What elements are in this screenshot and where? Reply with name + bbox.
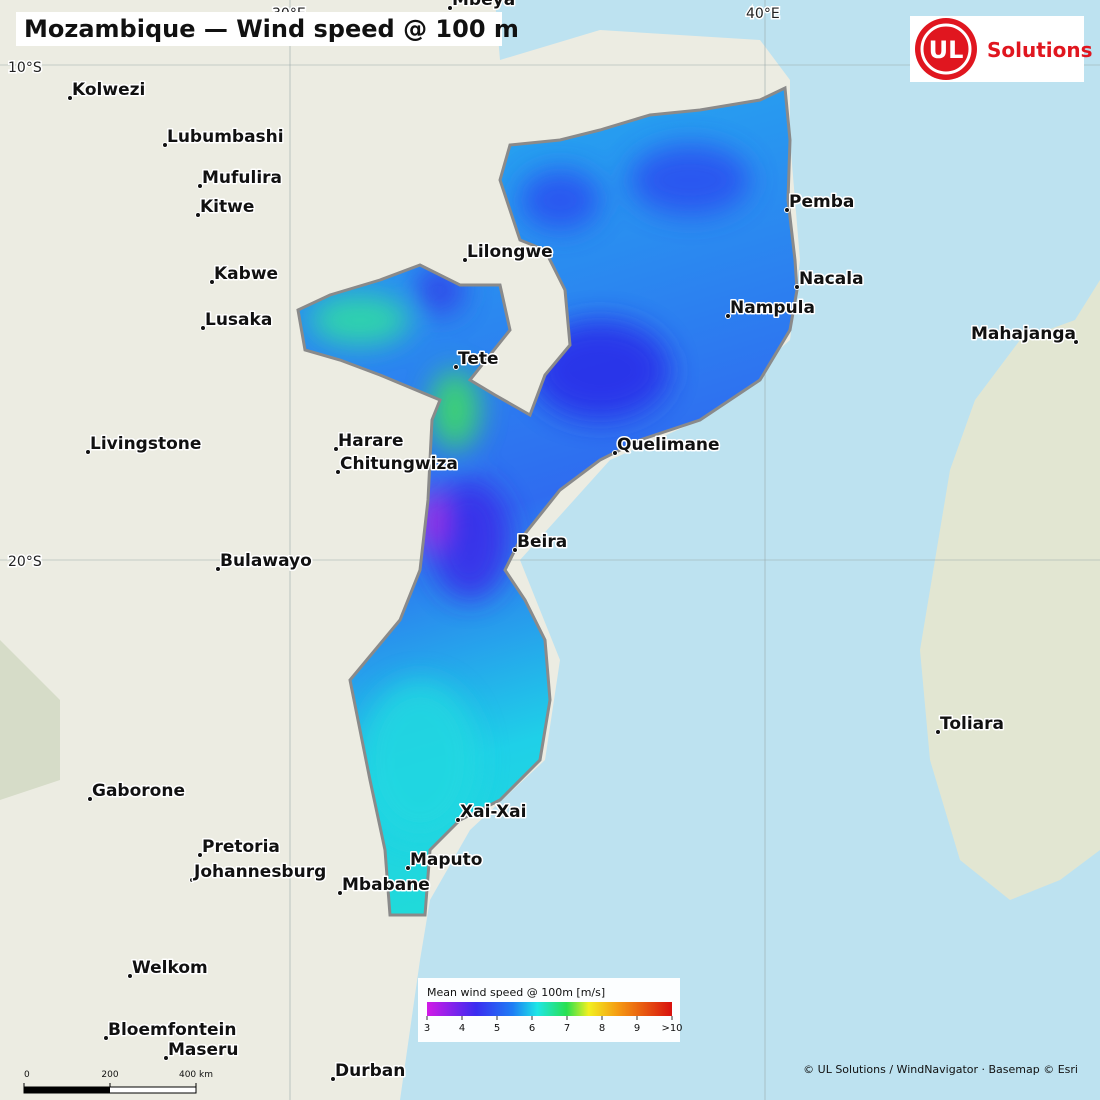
colorbar — [427, 1002, 672, 1016]
city-dot — [453, 364, 459, 370]
city-dot — [612, 450, 618, 456]
city-dot — [784, 207, 790, 213]
city-dot — [209, 279, 215, 285]
city-dot — [87, 796, 93, 802]
city-dot — [512, 547, 518, 553]
city-label: Tete — [458, 349, 499, 369]
city-dot — [935, 729, 941, 735]
legend-tick-label: >10 — [661, 1023, 682, 1034]
city-dot — [794, 284, 800, 290]
logo-mark: UL — [929, 36, 964, 64]
lat-label: 10°S — [8, 60, 42, 76]
city-dot — [197, 183, 203, 189]
city-dot — [725, 313, 731, 319]
city-label: Nampula — [730, 298, 815, 318]
city-dot — [462, 257, 468, 263]
city-dot — [455, 817, 461, 823]
city-label: Kabwe — [214, 264, 278, 284]
city-label: Maputo — [410, 850, 482, 870]
attribution: © UL Solutions / WindNavigator · Basemap… — [803, 1063, 1078, 1076]
city-label: Welkom — [132, 958, 208, 978]
city-label: Mufulira — [202, 168, 282, 188]
city-label: Bloemfontein — [108, 1020, 236, 1040]
city-label: Xai-Xai — [460, 802, 526, 822]
legend-tick-label: 4 — [459, 1023, 465, 1034]
city-dot — [103, 1035, 109, 1041]
ocean — [400, 0, 1100, 1100]
city-label: Quelimane — [617, 435, 720, 455]
legend-title: Mean wind speed @ 100m [m/s] — [427, 986, 605, 999]
legend-tick-label: 3 — [424, 1023, 430, 1034]
city-dot — [85, 449, 91, 455]
city-dot — [405, 865, 411, 871]
city-label: Bulawayo — [220, 551, 312, 571]
logo-circle — [915, 18, 977, 80]
legend-tick-label: 8 — [599, 1023, 605, 1034]
scale-label: 200 — [101, 1070, 118, 1080]
legend: Mean wind speed @ 100m [m/s] 3 4 5 6 7 8 9 >10 — [418, 978, 683, 1042]
city-label: Durban — [335, 1061, 405, 1081]
city-label: Mahajanga — [971, 324, 1076, 344]
city-dot — [200, 325, 206, 331]
legend-tick-label: 7 — [564, 1023, 570, 1034]
city-label: Gaborone — [92, 781, 185, 801]
city-label: Kolwezi — [72, 80, 145, 100]
legend-tick-label: 9 — [634, 1023, 640, 1034]
scale-label: 0 — [24, 1070, 30, 1080]
city-dot — [163, 1055, 169, 1061]
city-dot — [195, 212, 201, 218]
lat-label: 20°S — [8, 554, 42, 570]
city-label: Maseru — [168, 1040, 239, 1060]
city-dot — [189, 877, 195, 883]
scale-bar: 0 200 400 km — [23, 1070, 213, 1094]
city-label: Mbabane — [342, 875, 430, 895]
city-label: Pretoria — [202, 837, 280, 857]
logo: UL Solutions — [910, 16, 1093, 82]
city-dot — [447, 5, 453, 11]
city-dot — [1073, 339, 1079, 345]
city-dot — [162, 142, 168, 148]
city-dot — [127, 973, 133, 979]
city-dot — [330, 1076, 336, 1082]
madagascar — [920, 280, 1100, 900]
city-label: Beira — [517, 532, 567, 552]
city-dot — [197, 852, 203, 858]
city-label: Kitwe — [200, 197, 254, 217]
park — [0, 640, 60, 800]
city-label: Nacala — [799, 269, 864, 289]
city-label: Chitungwiza — [340, 454, 458, 474]
city-label: Livingstone — [90, 434, 201, 454]
city-label: Lilongwe — [467, 242, 553, 262]
legend-tick-label: 5 — [494, 1023, 500, 1034]
logo-text: Solutions — [987, 38, 1093, 62]
city-dot — [215, 566, 221, 572]
title: Mozambique — Wind speed @ 100 m — [24, 15, 519, 43]
city-label: Mbeya — [452, 0, 515, 10]
logo-ring — [920, 23, 972, 75]
city-dot — [337, 890, 343, 896]
scale-label: 400 km — [179, 1070, 213, 1080]
scale-segment — [24, 1087, 110, 1093]
city-label: Harare — [338, 431, 403, 451]
city-label: Pemba — [789, 192, 854, 212]
legend-tick-label: 6 — [529, 1023, 535, 1034]
city-label: Lusaka — [205, 310, 272, 330]
city-label: Lubumbashi — [167, 127, 284, 147]
city-dot — [333, 446, 339, 452]
city-label: Johannesburg — [193, 862, 326, 882]
lon-label: 40°E — [746, 6, 780, 22]
title-box — [16, 12, 502, 46]
city-labels: Mbeya Kolwezi Lubumbashi Mufulira Kitwe Kabwe… — [67, 0, 1079, 1083]
city-dot — [67, 95, 73, 101]
city-label: Toliara — [940, 714, 1004, 734]
city-dot — [335, 469, 341, 475]
